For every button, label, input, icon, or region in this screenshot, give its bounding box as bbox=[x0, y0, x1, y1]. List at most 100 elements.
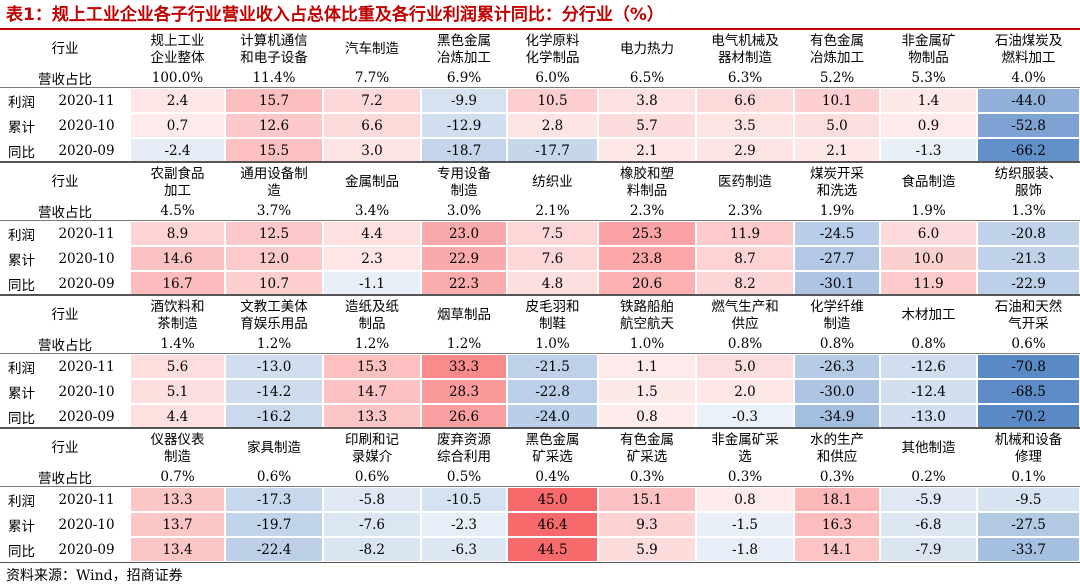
profit-yoy-value: 0.7 bbox=[131, 114, 224, 137]
industry-name: 橡胶和塑 料制品 bbox=[620, 165, 674, 199]
revenue-share-value: 2.1% bbox=[535, 203, 570, 219]
revenue-share-value: 1.2% bbox=[354, 336, 390, 352]
profit-yoy-value: 4.8 bbox=[508, 272, 597, 295]
revenue-share-value: 1.0% bbox=[629, 336, 665, 352]
profit-yoy-value: -16.2 bbox=[226, 405, 322, 428]
industry-name: 化学原料 化学制品 bbox=[525, 32, 580, 66]
revenue-share-value: 4.0% bbox=[1011, 70, 1046, 86]
table-bottom-rule bbox=[0, 562, 1080, 563]
profit-yoy-value: 6.6 bbox=[697, 89, 793, 112]
row-rule bbox=[0, 87, 1080, 88]
profit-yoy-value: 5.0 bbox=[697, 355, 793, 378]
revenue-share-value: 6.9% bbox=[446, 70, 482, 86]
revenue-share-value: 3.7% bbox=[256, 203, 292, 219]
profit-yoy-value: -20.8 bbox=[978, 222, 1079, 245]
profit-yoy-value: -52.8 bbox=[978, 114, 1079, 137]
revenue-share-value: 1.4% bbox=[160, 336, 195, 352]
profit-yoy-value: 18.1 bbox=[795, 488, 879, 511]
profit-yoy-label: 利润 bbox=[8, 227, 35, 244]
industry-name: 木材加工 bbox=[901, 307, 956, 323]
profit-yoy-value: -0.3 bbox=[697, 405, 793, 428]
profit-yoy-value: -1.8 bbox=[697, 538, 793, 561]
industry-name: 文教工美体 育娱乐用品 bbox=[240, 298, 308, 332]
profit-yoy-label: 累计 bbox=[8, 119, 35, 136]
profit-yoy-value: -7.9 bbox=[881, 538, 976, 561]
profit-yoy-value: -9.9 bbox=[422, 89, 506, 112]
revenue-share-value: 1.2% bbox=[256, 336, 292, 352]
revenue-share-value: 0.6% bbox=[354, 469, 390, 485]
profit-yoy-value: 1.4 bbox=[881, 89, 976, 112]
revenue-share-value: 3.0% bbox=[446, 203, 482, 219]
profit-yoy-label: 累计 bbox=[8, 518, 35, 535]
profit-yoy-value: 15.7 bbox=[226, 89, 322, 112]
profit-yoy-value: -24.5 bbox=[795, 222, 879, 245]
revenue-share-value: 0.8% bbox=[819, 336, 855, 352]
month-label: 2020-11 bbox=[58, 358, 115, 375]
profit-yoy-value: -30.1 bbox=[795, 272, 879, 295]
month-label: 2020-09 bbox=[58, 408, 115, 425]
profit-yoy-value: -5.9 bbox=[881, 488, 976, 511]
table-block: 行业 规上工业 企业整体 计算机通信 和电子设备 汽车制造 黑色金属 冶炼加工 化学原料 … bbox=[0, 30, 1080, 163]
revenue-share-value: 1.9% bbox=[819, 203, 855, 219]
industry-name: 非金属矿 物制品 bbox=[901, 32, 956, 66]
profit-yoy-value: 2.1 bbox=[795, 139, 879, 162]
profit-yoy-value: 10.1 bbox=[795, 89, 879, 112]
profit-yoy-value: -44.0 bbox=[978, 89, 1079, 112]
profit-yoy-value: 9.3 bbox=[599, 513, 695, 536]
revenue-share-value: 1.0% bbox=[535, 336, 570, 352]
profit-yoy-value: 6.0 bbox=[881, 222, 976, 245]
profit-yoy-value: 16.7 bbox=[131, 272, 224, 295]
industry-name: 金属制品 bbox=[345, 174, 399, 190]
profit-yoy-value: -8.2 bbox=[324, 538, 420, 561]
block-separator bbox=[0, 427, 1080, 429]
revenue-share-value: 1.2% bbox=[446, 336, 482, 352]
profit-yoy-value: 6.6 bbox=[324, 114, 420, 137]
table-title: 表1：规上工业企业各子行业营业收入占总体比重及各行业利润累计同比：分行业（%） bbox=[6, 5, 664, 25]
industry-name: 非金属矿采 选 bbox=[711, 431, 779, 465]
industry-name: 农副食品 加工 bbox=[150, 165, 205, 199]
profit-yoy-value: 3.0 bbox=[324, 139, 420, 162]
industry-name: 电气机械及 器材制造 bbox=[711, 32, 779, 66]
profit-yoy-value: 0.8 bbox=[599, 405, 695, 428]
profit-yoy-value: 25.3 bbox=[599, 222, 695, 245]
profit-yoy-value: 2.3 bbox=[324, 247, 420, 270]
industry-name: 通用设备制 造 bbox=[240, 165, 308, 199]
month-label: 2020-11 bbox=[58, 491, 115, 508]
profit-yoy-value: 1.1 bbox=[599, 355, 695, 378]
profit-yoy-value: 4.4 bbox=[324, 222, 420, 245]
industry-name: 印刷和记 录媒介 bbox=[345, 431, 399, 465]
revenue-share-value: 5.2% bbox=[819, 70, 855, 86]
revenue-share-value: 0.6% bbox=[256, 469, 292, 485]
profit-yoy-value: -14.2 bbox=[226, 380, 322, 403]
profit-yoy-value: -9.5 bbox=[978, 488, 1079, 511]
profit-yoy-value: 22.9 bbox=[422, 247, 506, 270]
profit-yoy-value: 8.9 bbox=[131, 222, 224, 245]
month-label: 2020-09 bbox=[58, 142, 115, 159]
industry-name: 其他制造 bbox=[901, 440, 956, 456]
industry-name: 家具制造 bbox=[247, 440, 301, 456]
month-label: 2020-11 bbox=[58, 225, 115, 242]
revenue-share-value: 0.3% bbox=[819, 469, 855, 485]
profit-yoy-value: -12.9 bbox=[422, 114, 506, 137]
row-rule bbox=[0, 486, 1080, 487]
profit-yoy-value: -13.0 bbox=[226, 355, 322, 378]
profit-yoy-value: -1.3 bbox=[881, 139, 976, 162]
industry-name: 专用设备 制造 bbox=[437, 165, 491, 199]
industry-name: 医药制造 bbox=[718, 174, 772, 190]
profit-yoy-value: 12.5 bbox=[226, 222, 322, 245]
revenue-share-value: 6.0% bbox=[535, 70, 570, 86]
industry-name: 烟草制品 bbox=[437, 307, 491, 323]
profit-yoy-value: 2.4 bbox=[131, 89, 224, 112]
source-note: 资料来源：Wind，招商证券 bbox=[6, 568, 183, 584]
profit-yoy-value: -24.0 bbox=[508, 405, 597, 428]
profit-yoy-value: -10.5 bbox=[422, 488, 506, 511]
month-label: 2020-10 bbox=[58, 516, 115, 533]
profit-yoy-value: -21.3 bbox=[978, 247, 1079, 270]
revenue-share-label: 营收占比 bbox=[38, 72, 92, 87]
profit-yoy-value: -12.6 bbox=[881, 355, 976, 378]
revenue-share-value: 1.9% bbox=[911, 203, 946, 219]
industry-header-label: 行业 bbox=[51, 174, 79, 190]
revenue-share-value: 4.5% bbox=[160, 203, 195, 219]
profit-yoy-value: 14.1 bbox=[795, 538, 879, 561]
industry-name: 铁路船舶 航空航天 bbox=[620, 298, 674, 332]
